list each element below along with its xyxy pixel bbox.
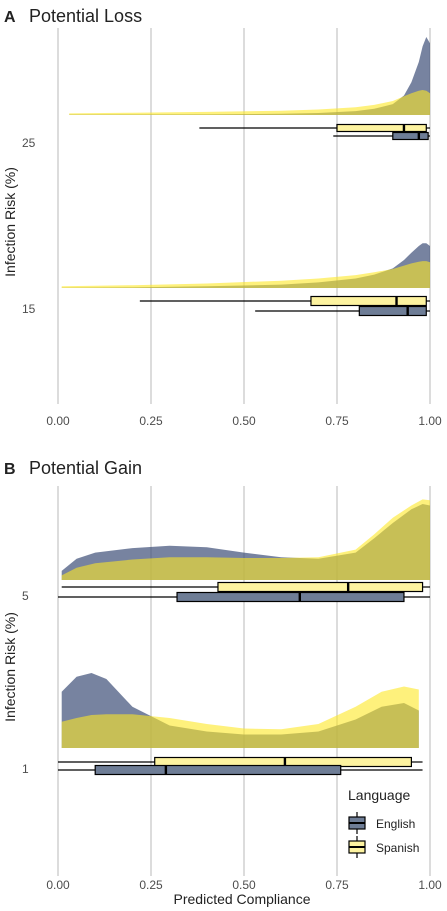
panel-a-group-25-density-spanish [69,90,430,115]
panel-a-group-25-boxplot-spanish-box [336,123,427,133]
legend: Language English Spanish [346,787,419,858]
panel-a-group-25-boxplot-english-box [392,131,429,141]
legend-label-spanish: Spanish [376,841,419,855]
panel-a-group-25-boxplot-english [333,131,430,141]
panel-a-group-15-boxplot-spanish-box [310,295,427,307]
panel-b-group-1-boxplot-english [58,764,423,776]
panel-a-group-15-boxplot-english [255,305,430,317]
legend-title: Language [348,787,411,803]
legend-key-spanish [346,836,368,858]
panel-a-y-tick-labels: 25 15 [22,136,36,316]
panel-b-group-1-boxplot-english-box [94,764,342,776]
panel-a-x-tick-label-1: 0.25 [139,414,163,428]
panel-b-y-tick-label-5: 5 [22,589,29,603]
panel-a-y-tick-label-25: 25 [22,136,36,150]
panel-b-group-5-boxplot-spanish-box [217,581,424,593]
panel-b-group-5-boxplot-english-box [176,591,405,603]
panel-b-x-tick-label-4: 1.00 [418,878,442,892]
panel-b-boxplot-layer [58,581,430,776]
panel-a-y-axis-label: Infection Risk (%) [2,167,18,277]
panel-a-y-tick-label-15: 15 [22,302,36,316]
panel-a-boxplot-layer [139,123,430,317]
panel-a-group-25-density-english [69,37,430,115]
panel-b-x-tick-labels: 0.00 0.25 0.50 0.75 1.00 [46,878,442,892]
panel-a-group-25-boxplot-spanish [199,123,430,133]
panel-a-group-15-boxplot-spanish [139,295,430,307]
panel-b-y-tick-labels: 51 [22,589,29,776]
panel-a-density-layer [61,37,430,288]
panel-b-x-tick-label-2: 0.50 [232,878,256,892]
panel-b-group-5-density-spanish [61,499,430,580]
panel-b-title: Potential Gain [29,458,142,478]
panel-b-letter: B [4,461,16,478]
panel-a: A Potential Loss 0.00 0.25 0.50 0.75 1.00 25… [2,6,442,428]
panel-a-x-tick-label-4: 1.00 [418,414,442,428]
panel-a-grid [57,28,431,404]
panel-b-x-tick-label-0: 0.00 [46,878,70,892]
panel-b-group-5-boxplot-spanish [61,581,430,593]
panel-b-density-layer [61,499,430,748]
panel-b: B Potential Gain 0.00 0.25 0.50 0.75 1.00 51… [2,458,442,907]
panel-a-x-tick-label-2: 0.50 [232,414,256,428]
panel-a-letter: A [4,9,16,26]
panel-b-x-axis-label: Predicted Compliance [174,891,311,907]
panel-a-group-15-density-spanish [61,261,430,288]
panel-b-x-tick-label-1: 0.25 [139,878,163,892]
panel-b-y-axis-label: Infection Risk (%) [2,612,18,722]
panel-b-x-tick-label-3: 0.75 [325,878,349,892]
legend-label-english: English [376,817,415,831]
panel-b-grid [57,486,431,876]
legend-key-english [346,812,368,834]
panel-a-title: Potential Loss [29,6,142,26]
panel-a-x-tick-labels: 0.00 0.25 0.50 0.75 1.00 [46,414,442,428]
panel-a-x-tick-label-3: 0.75 [325,414,349,428]
panel-a-group-15-boxplot-english-box [358,305,427,317]
panel-a-x-tick-label-0: 0.00 [46,414,70,428]
panel-b-y-tick-label-1: 1 [22,762,29,776]
panel-b-group-5-boxplot-english [58,591,430,603]
panel-b-group-1-density-spanish [61,686,419,748]
